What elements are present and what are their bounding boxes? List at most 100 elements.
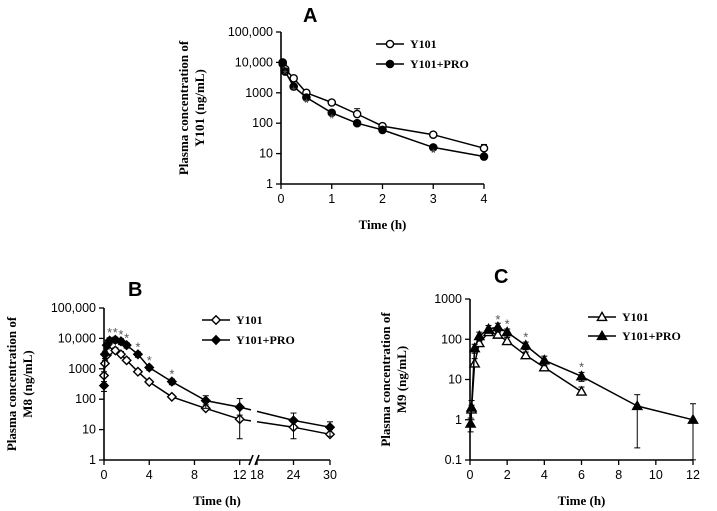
chart-c-point xyxy=(519,349,532,360)
chart-c-point xyxy=(468,357,481,368)
chart-b-point xyxy=(115,349,127,360)
chart-c-point xyxy=(631,399,644,411)
chart-a-point xyxy=(327,108,337,118)
chart-a-legend-marker xyxy=(385,39,395,49)
chart-a-series-line xyxy=(281,62,485,158)
chart-a-y-axis-label: Plasma concentration of xyxy=(176,40,191,175)
chart-a-significance-star: * xyxy=(291,84,296,99)
chart-a-series-line xyxy=(282,63,485,149)
chart-c-legend-label: Y101 xyxy=(622,310,649,324)
chart-a-point xyxy=(289,82,298,91)
chart-a-legend-label: Y101 xyxy=(410,37,437,51)
chart-a-significance-star: * xyxy=(329,111,334,126)
chart-c-y-axis-label: M9 (ng/mL) xyxy=(394,346,409,414)
chart-b-axis-break xyxy=(248,454,254,466)
chart-c-y-axis-label: Plasma concentration of xyxy=(378,312,393,447)
chart-a-ytick-label: 1000 xyxy=(245,86,273,100)
chart-b-x-axis-label: Time (h) xyxy=(193,493,241,508)
chart-b-point xyxy=(132,349,144,360)
chart-c-point xyxy=(501,326,513,337)
chart-c-xtick-label: 4 xyxy=(541,468,548,482)
chart-b-ytick-label: 1000 xyxy=(68,362,96,376)
chart-a-xtick-label: 1 xyxy=(328,192,335,206)
chart-c-significance-star: * xyxy=(523,330,528,345)
chart-c-ytick-label: 10 xyxy=(448,373,462,387)
chart-c-point xyxy=(519,339,532,350)
chart-c-legend-marker xyxy=(596,329,608,341)
chart-c-point xyxy=(538,354,551,365)
chart-a-xtick-label: 4 xyxy=(481,192,488,206)
chart-b-legend-label: Y101 xyxy=(236,313,263,327)
chart-c-xtick-label: 0 xyxy=(467,468,474,482)
chart-b-xtick-label: 18 xyxy=(250,468,264,482)
chart-c-point xyxy=(465,401,478,412)
chart-c-point xyxy=(501,335,513,346)
chart-b-point xyxy=(324,422,336,433)
chart-c-legend-marker xyxy=(596,310,608,322)
chart-a-x-axis-label: Time (h) xyxy=(359,217,407,232)
chart-b-point xyxy=(200,395,211,406)
chart-a-point xyxy=(479,143,489,153)
chart-c-ytick-label: 100 xyxy=(441,332,462,346)
chart-a-point xyxy=(479,152,489,161)
chart-b-xtick-label: 12 xyxy=(233,468,247,482)
chart-c-point xyxy=(482,322,495,334)
chart-b-xtick-label: 4 xyxy=(146,468,153,482)
chart-c-xtick-label: 10 xyxy=(649,468,663,482)
chart-a-significance-star: * xyxy=(283,66,288,81)
chart-c-point xyxy=(575,385,588,396)
chart-a-ytick-label: 1 xyxy=(266,177,273,191)
chart-c-legend-label: Y101+PRO xyxy=(622,329,681,343)
chart-b-ytick-label: 10 xyxy=(82,423,96,437)
chart-b-point xyxy=(121,355,132,366)
chart-c-ytick-label: 1000 xyxy=(434,292,462,306)
chart-b-point xyxy=(132,366,144,377)
chart-a-significance-star: * xyxy=(304,95,309,110)
chart-c-significance-star: * xyxy=(495,312,500,327)
chart-c-point xyxy=(492,328,504,339)
chart-c-significance-star: * xyxy=(579,359,584,374)
chart-c-xtick-label: 6 xyxy=(578,468,585,482)
chart-a-point xyxy=(302,93,311,102)
chart-b-ytick-label: 10,000 xyxy=(58,331,96,345)
chart-c-point xyxy=(538,361,551,372)
chart-b-point xyxy=(166,376,178,387)
chart-a-xtick-label: 0 xyxy=(278,192,285,206)
chart-b-panel-label: B xyxy=(128,279,142,301)
chart-a-point xyxy=(352,118,362,128)
chart-a-point xyxy=(378,125,387,135)
chart-b-ytick-label: 1 xyxy=(89,453,96,467)
chart-a-ytick-label: 10,000 xyxy=(235,55,273,69)
chart-a-ytick-label: 10 xyxy=(259,147,273,161)
chart-a-point xyxy=(428,143,438,152)
chart-b-y-axis-label: M8 (ng/mL) xyxy=(20,350,35,418)
chart-b-legend-label: Y101+PRO xyxy=(236,333,295,347)
chart-b-legend-marker xyxy=(210,334,222,346)
chart-b-significance-star: * xyxy=(135,340,140,355)
chart-a-xtick-label: 3 xyxy=(430,192,437,206)
chart-b-legend-marker xyxy=(210,314,222,326)
chart-a-point xyxy=(327,98,337,107)
chart-b-significance-star: * xyxy=(124,330,129,345)
chart-c-point xyxy=(687,413,699,424)
chart-b-point xyxy=(144,362,155,373)
chart-c-xtick-label: 12 xyxy=(686,468,700,482)
chart-a-significance-star: * xyxy=(431,146,436,161)
chart-a-xtick-label: 2 xyxy=(379,192,386,206)
chart-b-point xyxy=(234,401,245,413)
chart-b-xtick-label: 0 xyxy=(101,468,108,482)
chart-b-significance-star: * xyxy=(169,366,174,381)
chart-b-ytick-label: 100,000 xyxy=(51,301,96,315)
chart-c-point xyxy=(492,321,504,332)
chart-c-point xyxy=(468,342,481,353)
chart-a-point xyxy=(278,58,287,67)
chart-b-xtick-label: 8 xyxy=(191,468,198,482)
chart-c-panel-label: C xyxy=(494,266,508,288)
chart-a-panel-label: A xyxy=(303,5,317,27)
chart-a-point xyxy=(280,67,290,76)
chart-b-point xyxy=(121,339,132,351)
chart-a-point xyxy=(289,73,298,83)
chart-a-point xyxy=(428,130,438,139)
chart-b-significance-star: * xyxy=(113,325,118,340)
chart-c-ytick-label: 1 xyxy=(455,413,462,427)
